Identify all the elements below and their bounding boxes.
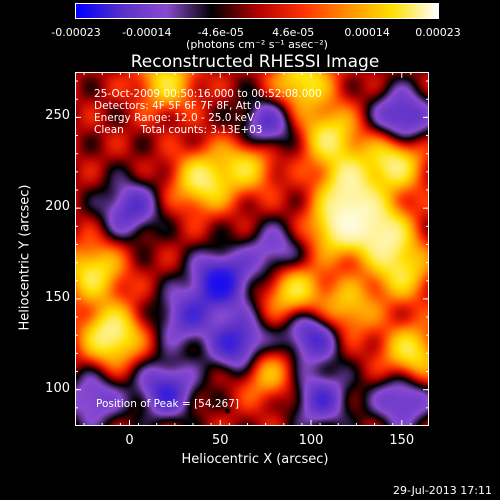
- x-tick-label: 0: [125, 433, 134, 448]
- info-energy-range: Energy Range: 12.0 - 25.0 keV: [94, 112, 255, 124]
- chart-title: Reconstructed RHESSI Image: [130, 52, 380, 72]
- y-tick-label: 150: [45, 289, 70, 305]
- heatmap-image: [75, 72, 429, 426]
- y-tick-label: 200: [45, 199, 70, 215]
- y-axis-label: Heliocentric Y (arcsec): [17, 184, 33, 331]
- colorbar-tick-label: 4.6e-05: [272, 26, 315, 39]
- info-time-range: 25-Oct-2009 00:50:16.000 to 00:52:08.000: [94, 88, 322, 100]
- colorbar-tick-label: 0.00023: [415, 26, 461, 39]
- x-axis-label: Heliocentric X (arcsec): [181, 452, 329, 467]
- colorbar-units: (photons cm⁻² s⁻¹ asec⁻²): [186, 38, 328, 51]
- y-tick-label: 250: [45, 108, 70, 124]
- info-counts: Clean Total counts: 3.13E+03: [94, 124, 263, 136]
- colorbar-tick-label: 0.00014: [344, 26, 390, 39]
- x-tick-label: 50: [211, 433, 229, 448]
- colorbar-tick-label: -0.00014: [122, 26, 172, 39]
- colorbar: [75, 3, 439, 19]
- colorbar-tick-label: -0.00023: [51, 26, 101, 39]
- x-tick-label: 150: [389, 433, 415, 448]
- colorbar-tick-label: -4.6e-05: [197, 26, 244, 39]
- x-tick-label: 100: [298, 433, 324, 448]
- peak-position-label: Position of Peak = [54,267]: [96, 398, 240, 410]
- y-tick-label: 100: [45, 380, 70, 396]
- timestamp: 29-Jul-2013 17:11: [392, 484, 492, 497]
- info-detectors: Detectors: 4F 5F 6F 7F 8F, Att 0: [94, 100, 261, 112]
- peak-marker: [224, 408, 230, 414]
